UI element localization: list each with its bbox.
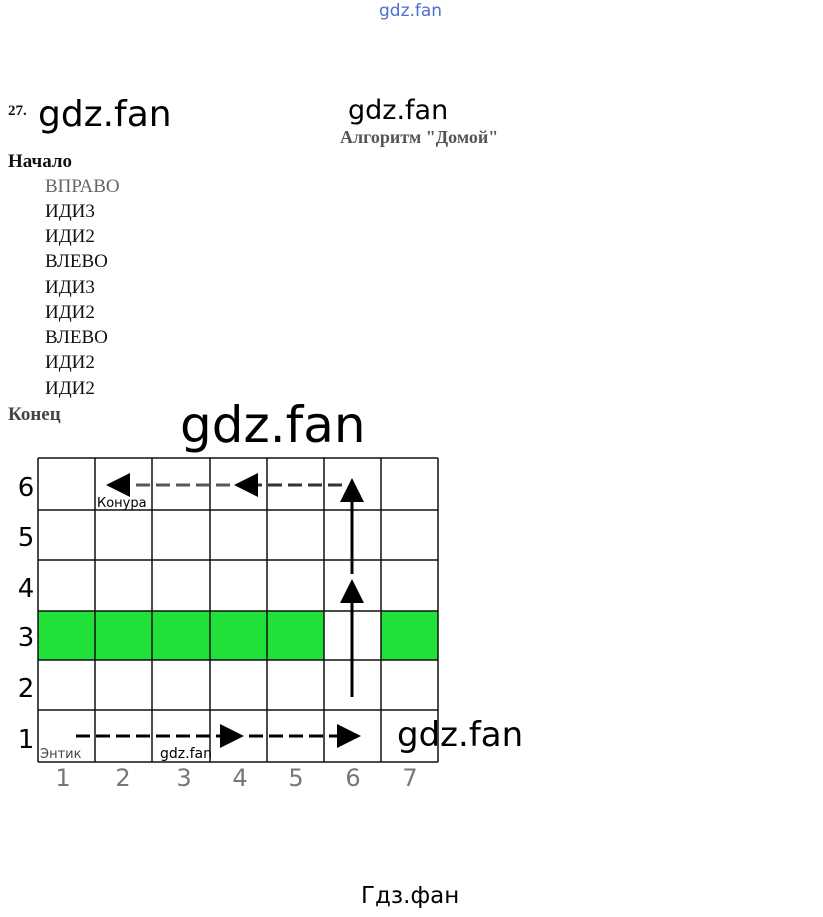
watermark-middle: gdz.fan xyxy=(180,396,366,454)
row-label: 3 xyxy=(18,623,35,653)
command: ВПРАВО xyxy=(45,176,120,197)
watermark-header-left: gdz.fan xyxy=(38,94,172,135)
command: ИДИ2 xyxy=(45,352,95,373)
grid-lines xyxy=(37,457,439,763)
column-label: 5 xyxy=(288,764,303,792)
row-labels: 6 5 4 3 2 1 xyxy=(18,473,35,755)
row-label: 2 xyxy=(18,674,35,704)
command: ИДИ3 xyxy=(45,277,95,298)
watermark-top: gdz.fan xyxy=(379,1,443,21)
wall xyxy=(38,611,324,660)
command: ИДИ3 xyxy=(45,201,95,222)
grid-diagram: 6 5 4 3 2 1 1 2 3 4 5 6 7 xyxy=(18,457,439,792)
command: ИДИ2 xyxy=(45,302,95,323)
column-label: 2 xyxy=(115,764,130,792)
watermark-grid-right: gdz.fan xyxy=(397,715,524,755)
row-label: 5 xyxy=(18,523,35,553)
row-label: 1 xyxy=(18,725,35,755)
column-label: 6 xyxy=(345,764,360,792)
column-label: 3 xyxy=(176,764,191,792)
watermark-header-right: gdz.fan xyxy=(348,95,449,126)
algorithm-title: Алгоритм "Домой" xyxy=(340,127,499,147)
task-number: 27. xyxy=(8,103,27,119)
column-label: 7 xyxy=(402,764,417,792)
column-label: 1 xyxy=(55,764,70,792)
command: ИДИ2 xyxy=(45,378,95,399)
home-label: Конура xyxy=(97,496,147,511)
end-label: Конец xyxy=(8,404,61,425)
command: ВЛЕВО xyxy=(45,327,108,348)
wall xyxy=(381,611,438,660)
watermark-grid-inner: gdz.fan xyxy=(160,746,212,762)
row-label: 6 xyxy=(18,473,35,503)
column-label: 4 xyxy=(232,764,247,792)
start-label: Начало xyxy=(8,151,73,172)
column-labels: 1 2 3 4 5 6 7 xyxy=(55,764,417,792)
start-position-label: Энтик xyxy=(40,747,82,762)
watermark-footer: Гдз.фан xyxy=(361,883,460,909)
row-label: 4 xyxy=(18,574,35,604)
command: ИДИ2 xyxy=(45,226,95,247)
command: ВЛЕВО xyxy=(45,251,108,272)
